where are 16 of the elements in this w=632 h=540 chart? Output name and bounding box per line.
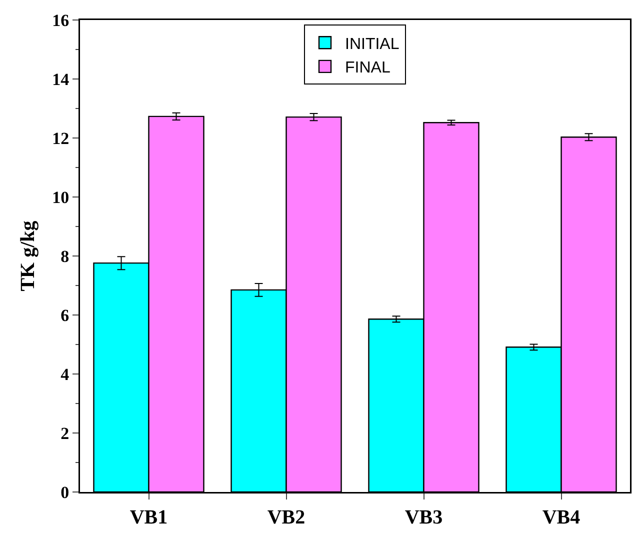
y-tick-label: 10 [52, 188, 70, 207]
x-tick-label: VB1 [130, 506, 168, 528]
x-tick-label: VB2 [267, 506, 306, 528]
x-tick-label: VB3 [404, 506, 443, 528]
y-tick-label: 14 [52, 70, 70, 89]
y-tick-label: 4 [60, 364, 70, 384]
y-tick-label: 16 [52, 10, 70, 30]
legend-label: INITIAL [345, 36, 400, 53]
y-tick-label: 8 [60, 246, 70, 266]
y-tick-label: 12 [52, 128, 70, 148]
legend-label: FINAL [345, 60, 390, 77]
y-tick-label: 6 [60, 306, 70, 325]
y-tick-label: 2 [60, 424, 70, 443]
y-tick-label: 0 [60, 482, 70, 502]
x-tick-label: VB4 [542, 506, 580, 528]
y-axis-title: TK g/kg [16, 220, 39, 292]
